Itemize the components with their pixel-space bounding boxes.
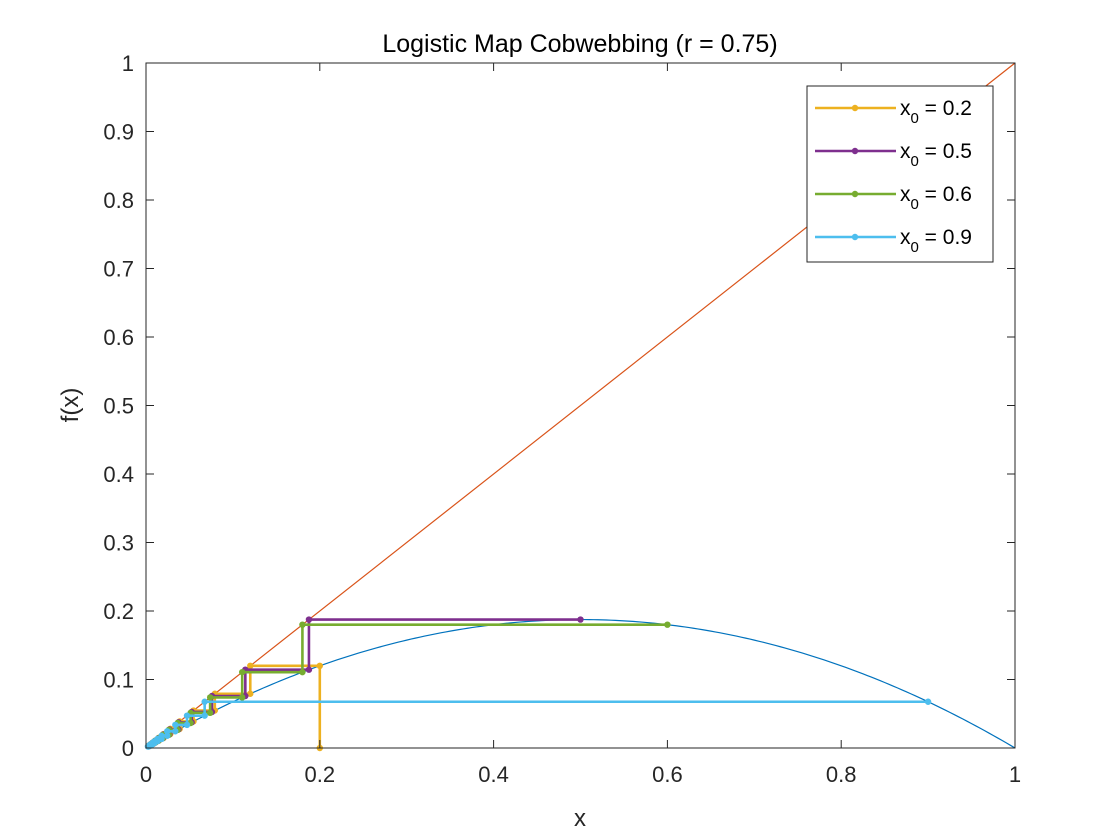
y-axis-ticks: 0 0.1 0.2 0.3 0.4 0.5 0.6 0.7 0.8 0.9 1 [103, 51, 1015, 761]
y-tick-label: 0.4 [103, 462, 134, 487]
data-point [305, 616, 313, 623]
y-tick-label: 0.8 [103, 188, 134, 213]
data-point [299, 621, 306, 628]
legend-item-4: x0 = 0.9 [815, 226, 972, 256]
data-point [247, 690, 254, 697]
data-point [924, 698, 932, 705]
data-point [201, 712, 208, 719]
legend-label: x0 = 0.5 [900, 140, 972, 170]
data-point [183, 721, 191, 729]
data-point [172, 721, 179, 729]
x-axis-ticks: 0 0.2 0.4 0.6 0.8 1 [140, 63, 1021, 787]
x-tick-label: 0.8 [826, 762, 857, 787]
data-point [299, 668, 306, 676]
legend-box [806, 85, 994, 263]
legend-marker [851, 104, 859, 112]
legend-item-1: x0 = 0.2 [815, 97, 972, 127]
data-point [664, 621, 671, 628]
legend-marker [851, 233, 859, 241]
data-point [247, 662, 254, 669]
x-axis-label: x [574, 805, 586, 832]
legend-label: x0 = 0.6 [900, 183, 972, 213]
data-point [172, 728, 179, 735]
data-point [577, 616, 584, 623]
x-tick-label: 0.4 [478, 762, 509, 787]
data-point [183, 712, 191, 719]
data-point [206, 694, 214, 701]
data-point [305, 666, 313, 673]
x-tick-label: 0.2 [305, 762, 336, 787]
data-point [201, 698, 208, 705]
legend-marker [851, 190, 859, 198]
y-tick-label: 0.9 [103, 120, 134, 145]
data-point [239, 668, 246, 676]
y-axis-label: f(x) [57, 388, 84, 423]
y-tick-label: 0.7 [103, 257, 134, 282]
series-4 [144, 698, 932, 750]
legend-item-2: x0 = 0.5 [815, 140, 972, 170]
y-tick-label: 0 [122, 736, 134, 761]
data-point [206, 709, 214, 717]
legend-label: x0 = 0.9 [900, 226, 972, 256]
legend-marker [851, 147, 859, 155]
x-tick-label: 1 [1009, 762, 1021, 787]
y-tick-label: 0.6 [103, 325, 134, 350]
axes-box [145, 62, 1016, 749]
legend-item-3: x0 = 0.6 [815, 183, 972, 213]
plot-layer [144, 62, 1016, 752]
x-tick-label: 0 [140, 762, 152, 787]
data-point [239, 694, 246, 701]
y-tick-label: 0.5 [103, 394, 134, 419]
data-point [164, 728, 171, 735]
y-tick-label: 0.2 [103, 599, 134, 624]
data-point [316, 662, 323, 669]
chart-title: Logistic Map Cobwebbing (r = 0.75) [382, 30, 777, 58]
legend: x0 = 0.2 x0 = 0.5 x0 = 0.6 x0 = 0.9 [806, 85, 994, 263]
y-tick-label: 1 [122, 51, 134, 76]
y-tick-label: 0.3 [103, 531, 134, 556]
y-tick-label: 0.1 [103, 668, 134, 693]
data-point [164, 732, 171, 739]
legend-label: x0 = 0.2 [900, 97, 972, 127]
x-tick-label: 0.6 [652, 762, 683, 787]
